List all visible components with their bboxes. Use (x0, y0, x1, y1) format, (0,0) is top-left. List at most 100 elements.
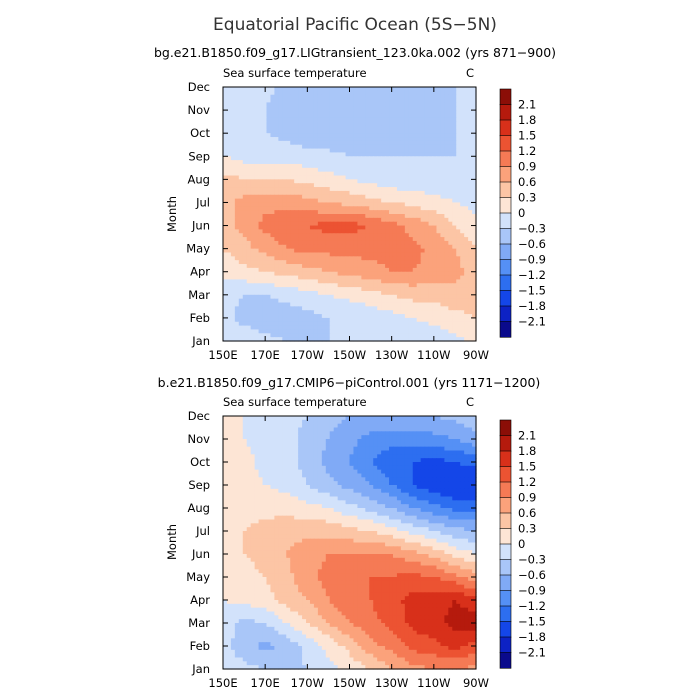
contour-cell (357, 156, 362, 161)
contour-cell (274, 446, 279, 452)
contour-cell (337, 337, 343, 342)
contour-cell (357, 298, 362, 304)
contour-cell (345, 163, 351, 169)
contour-cell (424, 229, 430, 234)
contour-cell (254, 287, 260, 292)
contour-cell (325, 160, 331, 165)
contour-cell (392, 194, 398, 200)
contour-cell (416, 333, 422, 338)
contour-cell (353, 317, 358, 323)
contour-cell (274, 287, 279, 292)
contour-cell (278, 190, 283, 196)
contour-cell (274, 221, 279, 227)
contour-cell (345, 314, 351, 319)
contour-cell (223, 321, 228, 327)
contour-cell (460, 171, 465, 177)
contour-cell (317, 302, 323, 307)
contour-cell (223, 298, 228, 304)
contour-cell (309, 179, 315, 184)
contour-cell (321, 110, 327, 115)
contour-cell (242, 148, 248, 154)
contour-cell (377, 190, 382, 196)
contour-cell (428, 175, 434, 180)
contour-cell (396, 113, 402, 119)
contour-cell (254, 248, 260, 254)
contour-cell (278, 129, 283, 134)
contour-cell (223, 252, 228, 257)
contour-cell (432, 148, 438, 154)
contour-cell (428, 252, 434, 257)
contour-cell (436, 90, 442, 96)
contour-cell (230, 240, 236, 246)
contour-cell (286, 333, 291, 338)
contour-cell (282, 446, 287, 452)
contour-cell (226, 321, 232, 327)
contour-cell (468, 190, 473, 196)
contour-cell (369, 163, 374, 169)
contour-cell (361, 229, 366, 234)
contour-cell (468, 310, 473, 315)
contour-cell (290, 306, 295, 311)
contour-cell (234, 206, 240, 211)
contour-cell (345, 298, 351, 304)
contour-cell (223, 329, 228, 334)
contour-cell (341, 187, 347, 192)
contour-cell (242, 233, 248, 238)
contour-cell (353, 283, 358, 288)
contour-cell (349, 264, 355, 269)
contour-cell (408, 267, 414, 273)
contour-cell (385, 163, 390, 169)
contour-cell (349, 233, 355, 238)
contour-cell (250, 435, 256, 440)
contour-cell (278, 419, 283, 425)
contour-cell (408, 302, 414, 307)
contour-cell (377, 160, 382, 165)
contour-cell (460, 252, 465, 257)
contour-cell (373, 446, 378, 452)
contour-cell (321, 129, 327, 134)
contour-cell (353, 167, 358, 173)
contour-cell (389, 450, 394, 455)
contour-cell (365, 416, 370, 421)
contour-cell (298, 187, 303, 192)
contour-cell (456, 183, 461, 188)
contour-cell (278, 160, 283, 165)
contour-cell (460, 264, 465, 269)
contour-cell (452, 317, 457, 323)
contour-cell (377, 325, 382, 331)
contour-cell (444, 152, 449, 157)
contour-cell (302, 152, 307, 157)
contour-cell (385, 267, 390, 273)
contour-cell (385, 102, 390, 107)
contour-cell (448, 102, 453, 107)
contour-cell (468, 275, 473, 281)
contour-cell (317, 325, 323, 331)
contour-cell (262, 237, 268, 242)
contour-cell (246, 229, 252, 234)
contour-cell (321, 225, 327, 230)
contour-cell (266, 190, 272, 196)
contour-cell (468, 137, 473, 142)
contour-cell (468, 98, 473, 103)
contour-cell (464, 237, 469, 242)
contour-cell (412, 427, 418, 432)
contour-cell (321, 290, 327, 296)
contour-cell (468, 333, 473, 338)
contour-cell (333, 221, 339, 227)
contour-cell (464, 427, 469, 432)
contour-cell (377, 271, 382, 277)
contour-cell (230, 229, 236, 234)
contour-cell (250, 454, 256, 459)
contour-cell (412, 217, 418, 223)
contour-cell (306, 237, 311, 242)
contour-cell (333, 202, 339, 207)
contour-cell (317, 160, 323, 165)
contour-cell (448, 121, 453, 127)
contour-cell (404, 198, 410, 204)
contour-cell (226, 302, 232, 307)
contour-cell (432, 210, 438, 215)
contour-cell (254, 310, 260, 315)
contour-cell (345, 446, 351, 452)
contour-cell (282, 194, 287, 200)
contour-cell (325, 183, 331, 188)
